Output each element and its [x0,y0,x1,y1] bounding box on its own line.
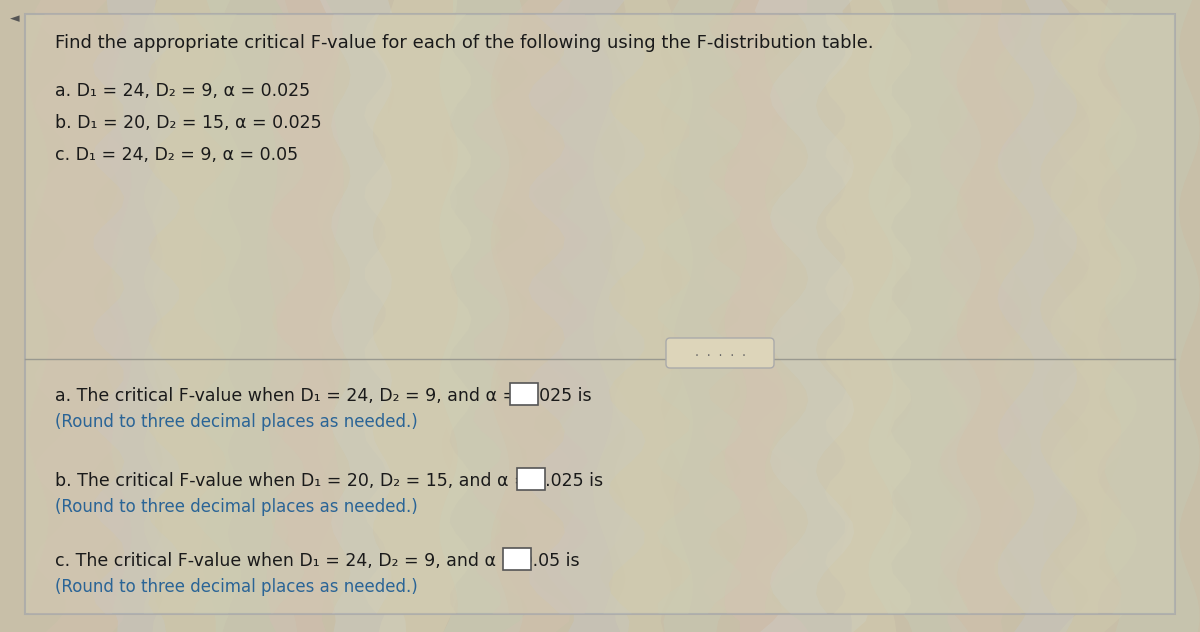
Polygon shape [947,0,1015,632]
Polygon shape [92,14,180,614]
Polygon shape [824,14,912,614]
Polygon shape [425,0,523,632]
Text: (Round to three decimal places as needed.): (Round to three decimal places as needed… [55,413,418,431]
Polygon shape [266,0,344,632]
Text: ◄: ◄ [10,12,19,25]
Text: c. D₁ = 24, D₂ = 9, α = 0.05: c. D₁ = 24, D₂ = 9, α = 0.05 [55,146,298,164]
Polygon shape [544,0,630,632]
Polygon shape [1050,14,1138,614]
Polygon shape [364,14,472,614]
Polygon shape [144,14,241,614]
FancyBboxPatch shape [666,338,774,368]
Polygon shape [770,14,854,614]
Polygon shape [107,0,166,632]
Polygon shape [664,0,736,632]
Polygon shape [998,0,1075,632]
Text: Find the appropriate critical F-value for each of the following using the F-dist: Find the appropriate critical F-value fo… [55,34,874,52]
Polygon shape [266,14,343,614]
Polygon shape [614,0,672,632]
Text: a. The critical F-value when D₁ = 24, D₂ = 9, and α = 0.025 is: a. The critical F-value when D₁ = 24, D₂… [55,387,592,405]
Polygon shape [152,0,233,632]
FancyBboxPatch shape [510,383,538,405]
Polygon shape [378,0,457,632]
Polygon shape [725,14,787,614]
Polygon shape [877,0,972,632]
Polygon shape [35,0,125,632]
Text: (Round to three decimal places as needed.): (Round to three decimal places as needed… [55,578,418,596]
Polygon shape [703,0,809,632]
Polygon shape [317,0,407,632]
Polygon shape [593,14,694,614]
Polygon shape [869,14,982,614]
Polygon shape [200,0,298,632]
Text: . . . . .: . . . . . [694,348,746,358]
Polygon shape [193,14,305,614]
Polygon shape [490,0,571,632]
Polygon shape [940,14,1022,614]
Polygon shape [331,14,392,614]
Text: b. D₁ = 20, D₂ = 15, α = 0.025: b. D₁ = 20, D₂ = 15, α = 0.025 [55,114,322,132]
Polygon shape [29,14,132,614]
Polygon shape [528,14,646,614]
Polygon shape [439,14,509,614]
Text: b. The critical F-value when D₁ = 20, D₂ = 15, and α = 0.025 is: b. The critical F-value when D₁ = 20, D₂… [55,472,604,490]
Polygon shape [1105,14,1175,614]
Polygon shape [755,0,870,632]
Polygon shape [656,14,743,614]
Text: a. D₁ = 24, D₂ = 9, α = 0.025: a. D₁ = 24, D₂ = 9, α = 0.025 [55,82,310,100]
Polygon shape [473,14,588,614]
Polygon shape [997,14,1078,614]
FancyBboxPatch shape [25,14,1175,614]
Text: (Round to three decimal places as needed.): (Round to three decimal places as needed… [55,498,418,516]
FancyBboxPatch shape [517,468,545,490]
Polygon shape [840,0,896,632]
Text: c. The critical F-value when D₁ = 24, D₂ = 9, and α = 0.05 is: c. The critical F-value when D₁ = 24, D₂… [55,552,580,570]
Polygon shape [1100,0,1200,632]
FancyBboxPatch shape [503,548,530,570]
Polygon shape [1058,0,1129,632]
